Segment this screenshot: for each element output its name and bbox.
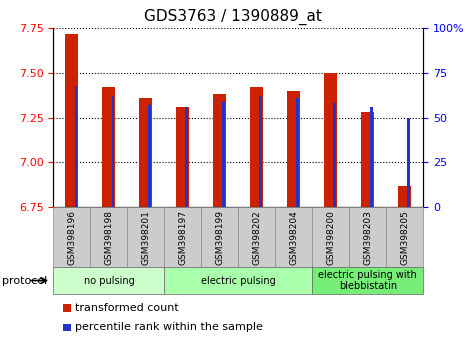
Text: GSM398203: GSM398203 <box>363 210 372 265</box>
Bar <box>287 91 300 207</box>
Text: protocol: protocol <box>2 275 47 286</box>
Bar <box>102 87 115 207</box>
Bar <box>148 105 151 207</box>
Text: GSM398202: GSM398202 <box>252 210 261 264</box>
Text: GSM398200: GSM398200 <box>326 210 335 265</box>
Bar <box>259 96 262 207</box>
Bar <box>112 96 114 207</box>
Bar <box>333 103 336 207</box>
Text: GSM398204: GSM398204 <box>289 210 298 264</box>
Text: GSM398201: GSM398201 <box>141 210 150 265</box>
Bar <box>176 107 189 207</box>
Bar <box>66 34 79 207</box>
Bar <box>186 107 188 207</box>
Bar <box>250 87 263 207</box>
Text: GSM398197: GSM398197 <box>179 210 187 265</box>
Text: no pulsing: no pulsing <box>84 275 134 286</box>
Text: GSM398198: GSM398198 <box>105 210 113 265</box>
Bar <box>407 118 410 207</box>
Bar <box>296 98 299 207</box>
Text: electric pulsing: electric pulsing <box>201 275 276 286</box>
Bar <box>398 185 411 207</box>
Text: electric pulsing with
blebbistatin: electric pulsing with blebbistatin <box>319 270 417 291</box>
Text: percentile rank within the sample: percentile rank within the sample <box>75 322 263 332</box>
Text: GDS3763 / 1390889_at: GDS3763 / 1390889_at <box>144 9 321 25</box>
Text: GSM398196: GSM398196 <box>67 210 76 265</box>
Bar <box>324 73 337 207</box>
Bar <box>222 102 225 207</box>
Bar <box>140 98 153 207</box>
Text: transformed count: transformed count <box>75 303 179 313</box>
Text: GSM398199: GSM398199 <box>215 210 224 265</box>
Bar <box>74 86 77 207</box>
Text: GSM398205: GSM398205 <box>400 210 409 265</box>
Bar <box>361 112 374 207</box>
Bar <box>213 95 226 207</box>
Bar <box>370 107 373 207</box>
